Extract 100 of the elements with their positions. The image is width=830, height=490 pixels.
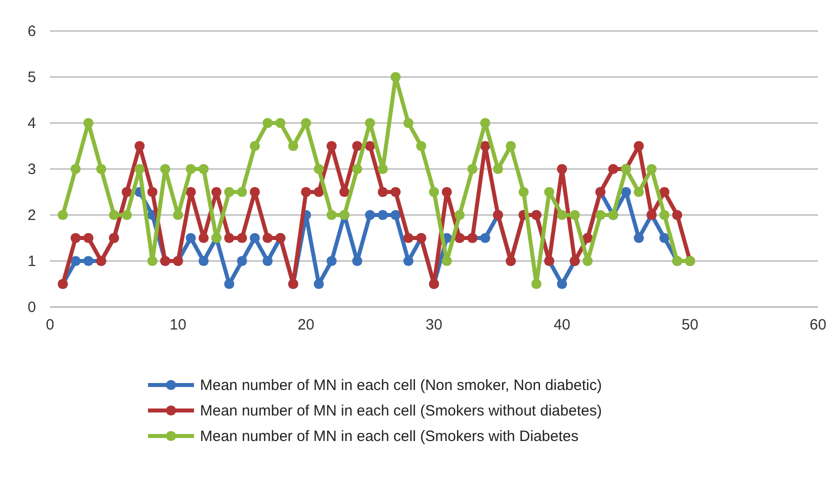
point	[506, 140, 516, 152]
point	[595, 210, 606, 220]
point	[186, 164, 196, 174]
x-tick-label: 50	[682, 316, 698, 334]
point	[442, 186, 452, 198]
point	[416, 140, 426, 152]
point	[659, 232, 670, 244]
point	[403, 232, 414, 244]
point	[352, 140, 362, 152]
point	[646, 164, 657, 174]
point	[659, 186, 670, 198]
point	[198, 232, 209, 244]
point	[634, 232, 644, 244]
point	[570, 210, 580, 220]
point	[262, 256, 273, 266]
point	[352, 256, 362, 266]
point	[672, 210, 682, 220]
point	[403, 118, 414, 128]
point	[659, 210, 670, 220]
point	[556, 210, 568, 220]
point	[70, 232, 81, 244]
point	[364, 118, 376, 128]
point	[608, 164, 618, 174]
x-tick-label: 20	[298, 316, 314, 334]
point	[454, 210, 465, 220]
point	[250, 186, 260, 198]
y-tick-label: 3	[28, 160, 36, 178]
point	[326, 140, 337, 152]
point	[275, 118, 286, 128]
x-tick-label: 0	[46, 316, 54, 334]
point	[134, 164, 145, 174]
point	[326, 256, 337, 266]
point	[236, 186, 248, 198]
point	[403, 256, 414, 266]
y-tick-label: 2	[28, 206, 36, 224]
point	[108, 210, 120, 220]
point	[172, 210, 184, 220]
point	[300, 186, 312, 198]
point	[83, 256, 94, 266]
point	[544, 186, 554, 198]
point	[224, 186, 234, 198]
point	[480, 118, 490, 128]
point	[582, 256, 593, 266]
x-tick-label: 10	[170, 316, 186, 334]
point	[518, 186, 529, 198]
point	[326, 210, 337, 220]
point	[314, 186, 324, 198]
point	[390, 72, 401, 82]
point	[364, 140, 376, 152]
point	[531, 278, 542, 290]
point	[224, 232, 234, 244]
point	[186, 186, 196, 198]
point	[390, 210, 401, 220]
point	[467, 164, 478, 174]
point	[134, 140, 145, 152]
point	[83, 232, 94, 244]
point	[262, 118, 273, 128]
point	[147, 256, 158, 266]
point	[147, 186, 158, 198]
point	[620, 186, 632, 198]
legend-label: Mean number of MN in each cell (Smokers with Diabetes	[200, 428, 578, 445]
point	[556, 278, 568, 290]
x-tick-label: 60	[810, 316, 826, 334]
point	[314, 278, 324, 290]
point	[378, 186, 388, 198]
y-tick-label: 4	[28, 114, 36, 132]
point	[428, 186, 440, 198]
point	[236, 256, 248, 266]
point	[211, 186, 222, 198]
legend-label: Mean number of MN in each cell (Smokers without diabetes)	[200, 402, 602, 420]
point	[83, 118, 94, 128]
x-tick-label: 40	[554, 316, 570, 334]
point	[352, 164, 362, 174]
point	[556, 164, 568, 174]
point	[634, 140, 644, 152]
point	[364, 210, 376, 220]
x-tick-label: 30	[426, 316, 442, 334]
point	[378, 164, 388, 174]
point	[70, 164, 81, 174]
point	[160, 164, 170, 174]
point	[492, 164, 504, 174]
point	[634, 186, 644, 198]
point	[236, 232, 248, 244]
y-tick-label: 0	[28, 298, 36, 316]
point	[186, 232, 196, 244]
point	[390, 186, 401, 198]
y-tick-label: 6	[28, 22, 36, 40]
point	[250, 232, 260, 244]
point	[224, 278, 234, 290]
point	[198, 256, 209, 266]
point	[300, 118, 312, 128]
legend-label: Mean number of MN in each cell (Non smoker, Non diabetic)	[200, 377, 602, 394]
y-tick-label: 1	[28, 252, 36, 270]
point	[198, 164, 209, 174]
point	[58, 210, 68, 220]
point	[442, 256, 452, 266]
y-tick-label: 5	[28, 68, 36, 86]
point	[314, 164, 324, 174]
point	[480, 232, 490, 244]
point	[250, 140, 260, 152]
